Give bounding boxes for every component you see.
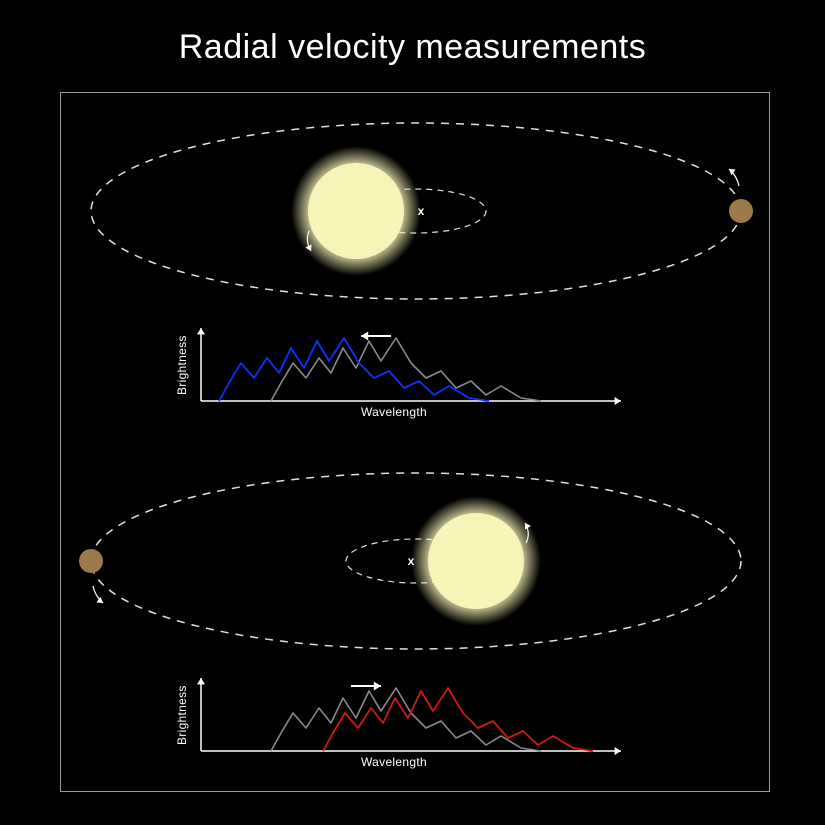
spectrum-top: Brightness Wavelength	[181, 323, 641, 433]
xlabel-bottom: Wavelength	[361, 755, 427, 769]
page-title: Radial velocity measurements	[0, 28, 825, 67]
orbit-svg-top: x	[61, 101, 771, 321]
panel-redshift: x Brightness Wavelength	[61, 443, 769, 793]
orbit-diagram-top: x	[61, 101, 769, 311]
orbit-svg-bottom: x	[61, 451, 771, 671]
orbit-diagram-bottom: x	[61, 451, 769, 661]
diagram-frame: x Brightness Wavelength x Brightness Wav…	[60, 92, 770, 792]
panel-blueshift: x Brightness Wavelength	[61, 93, 769, 443]
spectrum-bottom: Brightness Wavelength	[181, 673, 641, 783]
xlabel-top: Wavelength	[361, 405, 427, 419]
